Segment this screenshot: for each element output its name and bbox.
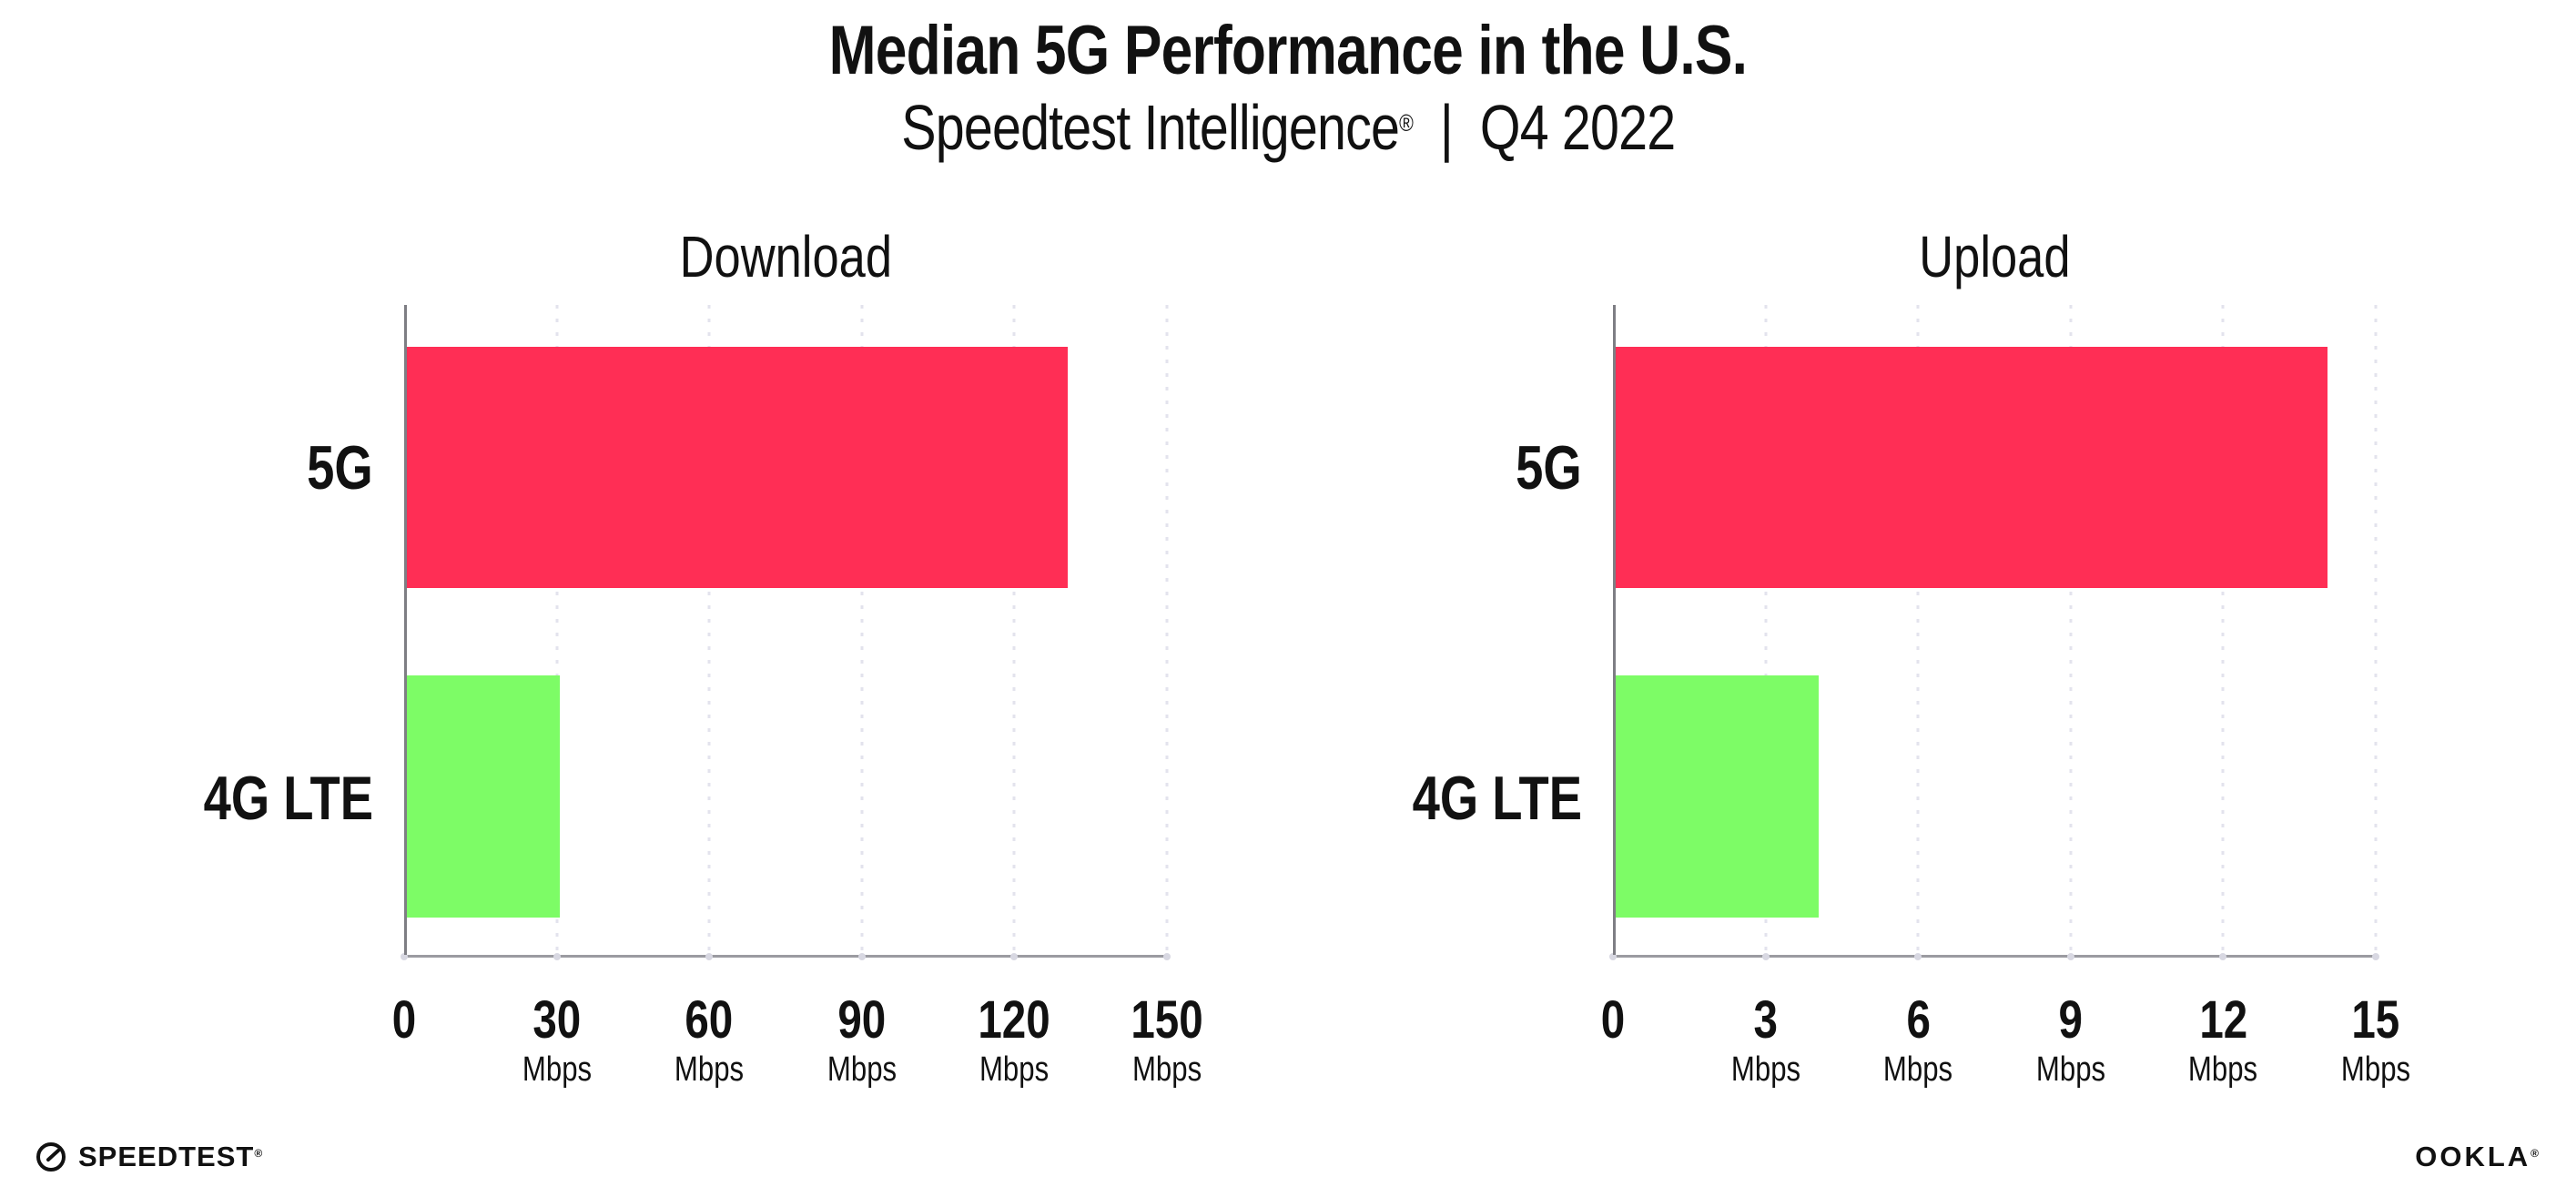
x-tick-6: 6 Mbps [1876,992,1961,1090]
category-label-text: 4G LTE [203,764,373,834]
axis-tick-dot [1914,953,1922,960]
x-tick-value: 90 [837,990,887,1050]
x-tick-value: 120 [978,990,1051,1050]
gridline-150 [1165,305,1169,955]
x-tick-unit: Mbps [2340,1050,2411,1089]
speedtest-logo: SPEEDTEST® [35,1141,263,1173]
axis-tick-dot [1761,953,1770,960]
x-tick-unit: Mbps [1730,1050,1800,1089]
ookla-registered-mark: ® [2530,1147,2541,1160]
gridline-30 [555,305,559,955]
category-label-4g-lte: 4G LTE [127,677,404,920]
axis-tick-dot [2219,953,2227,960]
upload-plot-area [1609,305,2379,960]
download-x-axis: 0 30 Mbps 60 Mbps 90 Mbps 120 Mbps 150 Mbps [392,992,1203,1120]
axis-tick-dot [2066,953,2074,960]
axis-tick-dot [705,953,714,960]
download-plot-area [401,305,1171,960]
gridline-60 [707,305,711,955]
x-tick-value: 0 [1600,990,1626,1050]
x-tick-unit: Mbps [1883,1050,1953,1089]
x-tick-value: 150 [1131,990,1203,1050]
page-subtitle: Speedtest Intelligence® | Q4 2022 [0,91,2576,164]
x-tick-9: 9 Mbps [2028,992,2113,1090]
bar-4g-lte [407,675,560,918]
axis-tick-dot [1609,953,1617,960]
subtitle-brand: Speedtest Intelligence [900,92,1400,163]
axis-tick-dot [1163,953,1171,960]
x-tick-120: 120 Mbps [970,992,1059,1090]
subtitle-separator: | [1439,92,1454,163]
category-label-text: 5G [307,433,373,503]
download-category-axis: 5G 4G LTE [127,305,404,958]
x-tick-15: 15 Mbps [2334,992,2419,1090]
ookla-logo: OOKLA® [2415,1141,2541,1173]
download-chart-panel: Download 5G 4G LTE 0 30 Mbps 60 Mbps 90 Mbps 120… [127,223,1203,1120]
bar-5g [407,346,1069,589]
x-tick-3: 3 Mbps [1723,992,1808,1090]
gridline-6 [1916,305,1920,955]
x-tick-value: 60 [685,990,734,1050]
axis-tick-dot [1010,953,1019,960]
gridline-15 [2374,305,2378,955]
x-tick-60: 60 Mbps [667,992,752,1090]
x-tick-150: 150 Mbps [1123,992,1212,1090]
registered-mark: ® [1398,109,1414,137]
category-label-5g: 5G [1336,347,1613,590]
gridline-12 [2221,305,2225,955]
x-tick-value: 6 [1905,990,1931,1050]
category-label-text: 4G LTE [1412,764,1582,834]
category-label-text: 5G [1516,433,1582,503]
x-tick-30: 30 Mbps [514,992,599,1090]
category-label-4g-lte: 4G LTE [1336,677,1613,920]
x-tick-value: 12 [2198,990,2247,1050]
axis-tick-dot [2372,953,2379,960]
x-tick-value: 0 [391,990,417,1050]
subtitle-period: Q4 2022 [1479,92,1676,163]
download-chart-title: Download [679,224,892,289]
x-tick-value: 15 [2351,990,2400,1050]
x-tick-unit: Mbps [2035,1050,2105,1089]
x-tick-0: 0 [1598,992,1628,1049]
axis-tick-dot [401,953,408,960]
x-tick-unit: Mbps [1131,1050,1202,1089]
gridline-9 [2069,305,2073,955]
x-tick-unit: Mbps [2188,1050,2258,1089]
upload-category-axis: 5G 4G LTE [1336,305,1613,958]
gridline-3 [1764,305,1768,955]
x-tick-90: 90 Mbps [819,992,904,1090]
gridline-90 [860,305,864,955]
x-tick-value: 3 [1753,990,1778,1050]
x-tick-unit: Mbps [522,1050,592,1089]
ookla-wordmark: OOKLA [2415,1141,2531,1172]
x-tick-0: 0 [390,992,419,1049]
category-label-5g: 5G [127,347,404,590]
speedometer-gauge-icon [36,1142,66,1172]
bar-4g-lte [1616,675,1820,918]
upload-x-axis: 0 3 Mbps 6 Mbps 9 Mbps 12 Mbps 15 Mbps [1601,992,2410,1120]
upload-chart-title: Upload [1918,224,2071,289]
axis-tick-dot [553,953,561,960]
bar-5g [1616,346,2328,589]
x-tick-unit: Mbps [827,1050,897,1089]
speedtest-registered-mark: ® [254,1147,264,1160]
x-tick-12: 12 Mbps [2181,992,2266,1090]
upload-chart-panel: Upload 5G 4G LTE 0 3 Mbps 6 Mbps 9 Mbps 12 Mbps 15… [1336,223,2410,1120]
x-tick-unit: Mbps [979,1050,1050,1089]
speedtest-wordmark: SPEEDTEST® [78,1141,264,1172]
gridline-120 [1012,305,1016,955]
x-tick-value: 9 [2058,990,2084,1050]
page-title: Median 5G Performance in the U.S. [828,12,1748,89]
x-tick-unit: Mbps [674,1050,745,1089]
axis-tick-dot [857,953,866,960]
x-tick-value: 30 [532,990,582,1050]
